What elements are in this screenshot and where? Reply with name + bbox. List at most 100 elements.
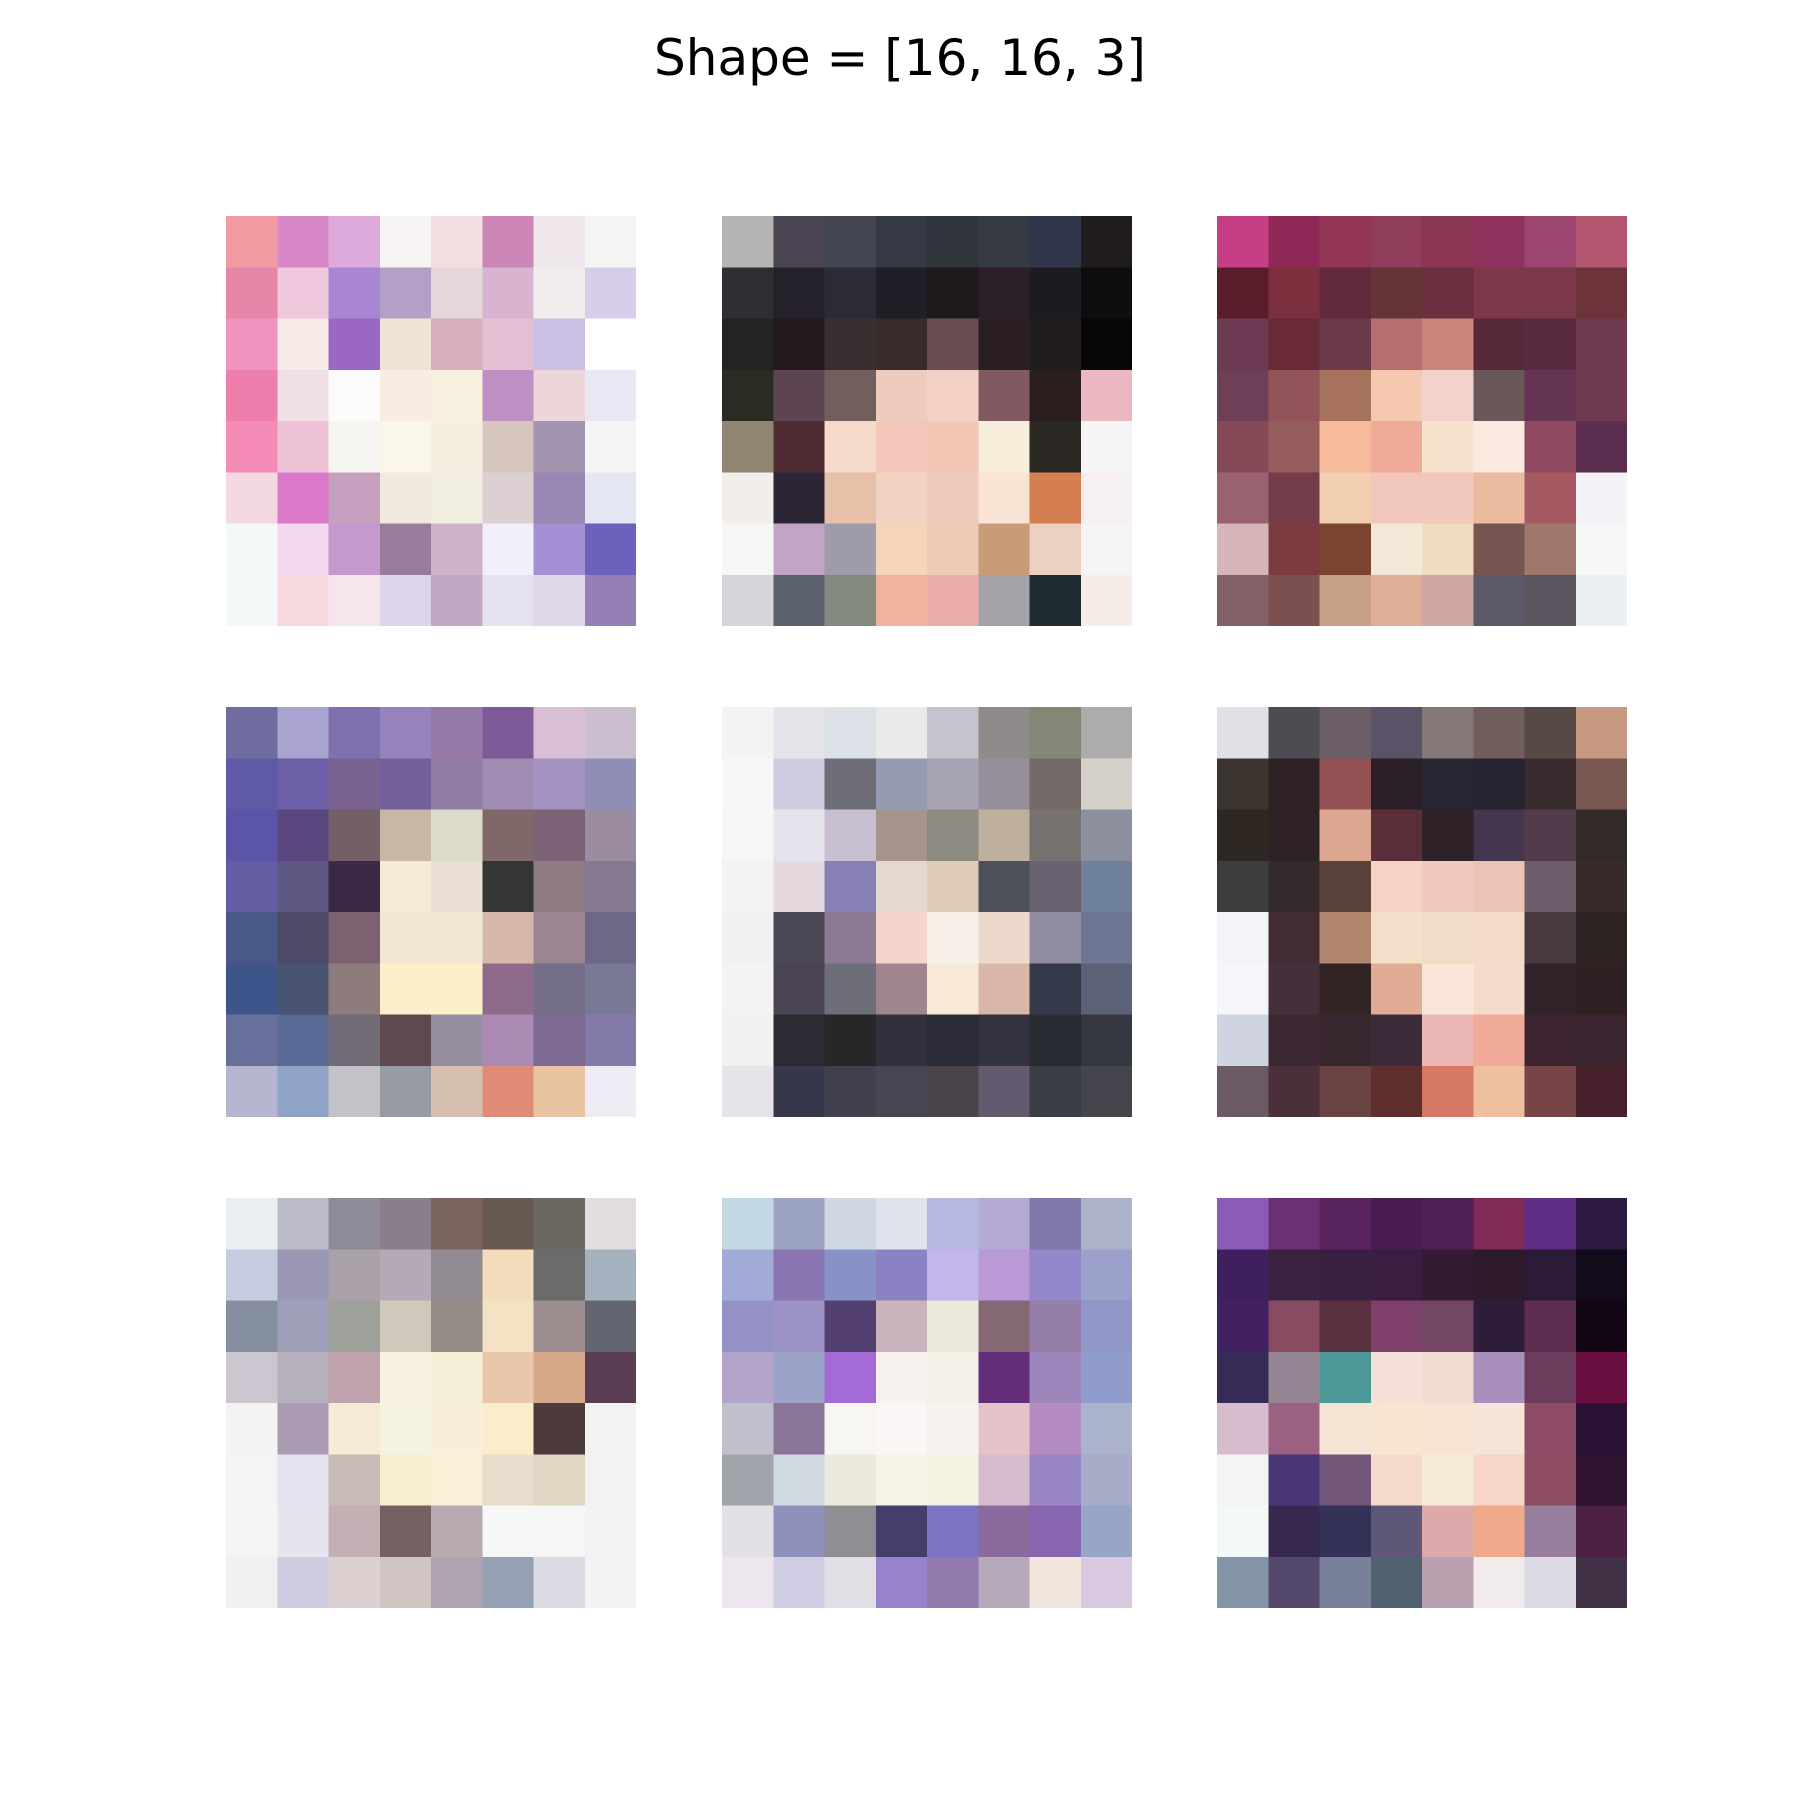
pixel-cell [773, 1556, 826, 1608]
pixel-cell [1029, 912, 1082, 965]
pixel-cell [927, 421, 980, 474]
pixel-cell [722, 912, 775, 965]
pixel-cell [927, 809, 980, 862]
pixel-cell [431, 1351, 484, 1405]
pixel-cell [328, 1556, 381, 1608]
pixel-cell [1524, 1403, 1577, 1456]
pixel-cell [1370, 1556, 1424, 1608]
pixel-cell [482, 707, 535, 760]
thumbnail-7 [226, 1198, 636, 1608]
pixel-cell [1080, 1300, 1132, 1353]
pixel-cell [978, 421, 1031, 474]
pixel-cell [1370, 421, 1424, 474]
pixel-cell [431, 216, 484, 269]
pixel-cell [533, 216, 586, 269]
pixel-cell [533, 912, 586, 965]
pixel-cell [1422, 421, 1475, 474]
pixel-cell [1029, 1403, 1082, 1456]
pixel-cell [1319, 963, 1372, 1016]
pixel-cell [1217, 1403, 1270, 1456]
pixel-cell [1217, 472, 1270, 525]
pixel-cell [584, 267, 636, 320]
pixel-cell [482, 318, 535, 371]
pixel-cell [533, 758, 586, 811]
pixel-cell [824, 912, 877, 965]
pixel-cell [1473, 809, 1526, 862]
pixel-cell [927, 523, 980, 576]
pixel-cell [1268, 267, 1321, 320]
pixel-cell [1422, 1556, 1475, 1608]
pixel-cell [431, 1300, 484, 1353]
pixel-cell [1029, 1556, 1082, 1608]
pixel-cell [1473, 963, 1526, 1016]
pixel-cell [431, 574, 484, 626]
pixel-cell [584, 809, 636, 862]
pixel-cell [533, 860, 586, 914]
pixel-cell [1575, 216, 1627, 269]
pixel-cell [773, 1198, 826, 1251]
pixel-cell [1422, 369, 1475, 423]
pixel-cell [978, 860, 1031, 914]
pixel-cell [277, 369, 330, 423]
pixel-cell [584, 1249, 636, 1302]
pixel-cell [1422, 1403, 1475, 1456]
pixel-cell [533, 267, 586, 320]
pixel-cell [1473, 523, 1526, 576]
pixel-cell [482, 523, 535, 576]
thumbnail-2 [722, 216, 1132, 626]
pixel-cell [584, 1556, 636, 1608]
pixel-cell [1370, 912, 1424, 965]
pixel-cell [927, 758, 980, 811]
pixel-cell [824, 267, 877, 320]
pixel-cell [1080, 1505, 1132, 1558]
pixel-cell [379, 472, 433, 525]
pixel-cell [226, 758, 279, 811]
pixel-cell [379, 809, 433, 862]
pixel-cell [773, 707, 826, 760]
pixel-cell [584, 523, 636, 576]
pixel-cell [1524, 1556, 1577, 1608]
pixel-cell [824, 1454, 877, 1507]
pixel-cell [226, 809, 279, 862]
pixel-cell [1524, 963, 1577, 1016]
pixel-cell [722, 472, 775, 525]
pixel-cell [431, 809, 484, 862]
pixel-cell [1524, 574, 1577, 626]
pixel-cell [1080, 963, 1132, 1016]
pixel-cell [1524, 369, 1577, 423]
pixel-cell [1319, 1403, 1372, 1456]
pixel-cell [1422, 809, 1475, 862]
pixel-cell [722, 1014, 775, 1067]
pixel-cell [722, 1505, 775, 1558]
pixel-cell [722, 860, 775, 914]
pixel-cell [1524, 216, 1577, 269]
pixel-cell [328, 523, 381, 576]
pixel-cell [875, 1249, 929, 1302]
pixel-cell [978, 574, 1031, 626]
pixel-cell [773, 860, 826, 914]
pixel-cell [277, 1556, 330, 1608]
pixel-cell [482, 472, 535, 525]
pixel-cell [1080, 1454, 1132, 1507]
pixel-cell [1217, 1556, 1270, 1608]
pixel-cell [773, 1249, 826, 1302]
pixel-cell [1217, 707, 1270, 760]
pixel-cell [875, 809, 929, 862]
pixel-cell [978, 472, 1031, 525]
pixel-cell [328, 963, 381, 1016]
pixel-cell [1575, 707, 1627, 760]
pixel-cell [1473, 1556, 1526, 1608]
pixel-cell [875, 574, 929, 626]
pixel-cell [773, 267, 826, 320]
pixel-cell [482, 1556, 535, 1608]
pixel-cell [226, 1065, 279, 1117]
pixel-cell [328, 369, 381, 423]
pixel-cell [1080, 707, 1132, 760]
pixel-cell [1029, 1249, 1082, 1302]
pixel-cell [533, 809, 586, 862]
pixel-cell [1029, 472, 1082, 525]
pixel-cell [1575, 1403, 1627, 1456]
pixel-cell [482, 758, 535, 811]
pixel-cell [1524, 1249, 1577, 1302]
pixel-cell [773, 1505, 826, 1558]
